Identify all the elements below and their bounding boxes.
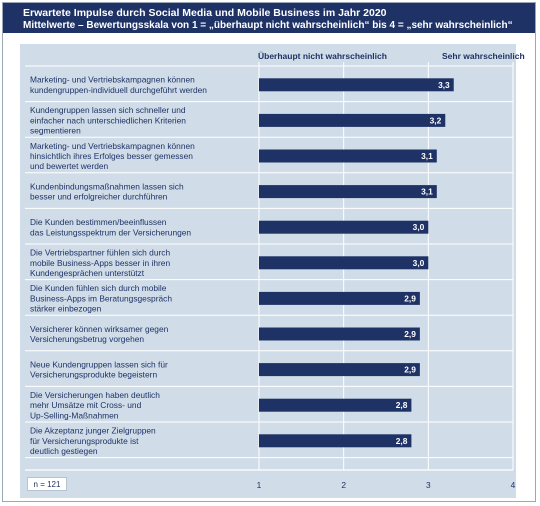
category-label: für Versicherungsprodukte ist [30, 436, 139, 446]
category-label: kundengruppen-individuell durchgeführt w… [30, 85, 207, 95]
category-label: Kundenbindungsmaßnahmen lassen sich [30, 182, 184, 192]
data-label: 2,8 [396, 400, 408, 410]
scale-low-label: Überhaupt nicht wahrscheinlich [258, 51, 387, 61]
data-label: 3,3 [438, 80, 450, 90]
data-label: 2,9 [404, 329, 416, 339]
category-label: Kundengesprächen unterstützt [30, 268, 145, 278]
bar [259, 363, 420, 377]
category-label: Versicherer können wirksamer gegen [30, 324, 169, 334]
category-label: stärker einbezogen [30, 304, 102, 314]
category-label: Neue Kundengruppen lassen sich für [30, 360, 168, 370]
category-label: Die Vertriebspartner fühlen sich durch [30, 248, 170, 258]
x-tick-label: 4 [511, 480, 516, 490]
data-label: 2,9 [404, 293, 416, 303]
x-tick-label: 2 [341, 480, 346, 490]
data-label: 2,9 [404, 365, 416, 375]
chart-header: Erwartete Impulse durch Social Media und… [3, 3, 535, 33]
data-label: 3,2 [430, 115, 442, 125]
category-label: Versicherungsbetrug vorgehen [30, 334, 144, 344]
bar [259, 434, 412, 448]
bar [259, 256, 429, 270]
data-label: 3,0 [413, 222, 425, 232]
scale-high-label: Sehr wahrscheinlich [442, 51, 525, 61]
category-label: Kundengruppen lassen sich schneller und [30, 105, 186, 115]
category-label: das Leistungsspektrum der Versicherungen [30, 227, 191, 237]
x-tick-label: 1 [257, 480, 262, 490]
category-label: Die Akzeptanz junger Zielgruppen [30, 426, 156, 436]
chart-subtitle: Mittelwerte – Bewertungsskala von 1 = „ü… [23, 20, 513, 31]
category-label: deutlich gestiegen [30, 446, 98, 456]
category-label: mehr Umsätze mit Cross- und [30, 400, 142, 410]
data-label: 3,1 [421, 187, 433, 197]
data-label: 3,1 [421, 151, 433, 161]
bar [259, 185, 437, 199]
category-label: Die Kunden bestimmen/beeinflussen [30, 217, 167, 227]
data-label: 3,0 [413, 258, 425, 268]
data-label: 2,8 [396, 436, 408, 446]
bar [259, 149, 437, 163]
bar [259, 327, 420, 341]
x-tick-label: 3 [426, 480, 431, 490]
chart-title: Erwartete Impulse durch Social Media und… [23, 7, 387, 19]
bar [259, 220, 429, 234]
sample-size-note: n = 121 [27, 477, 67, 491]
bar [259, 78, 454, 92]
category-label: segmentieren [30, 126, 81, 136]
category-label: Versicherungsprodukte begeistern [30, 370, 157, 380]
category-label: Up-Selling-Maßnahmen [30, 410, 119, 420]
category-label: Die Kunden fühlen sich durch mobile [30, 283, 167, 293]
bar [259, 113, 446, 127]
category-label: mobile Business-Apps besser in ihren [30, 258, 170, 268]
category-label: Marketing- und Vertriebskampagnen können [30, 75, 195, 85]
category-label: hinsichtlich ihres Erfolges besser gemes… [30, 151, 193, 161]
category-label: Business-Apps im Beratungsgespräch [30, 293, 172, 303]
category-label: Marketing- und Vertriebskampagnen können [30, 141, 195, 151]
category-label: Die Versicherungen haben deutlich [30, 390, 160, 400]
bar [259, 291, 420, 305]
category-label: und bewertet werden [30, 161, 109, 171]
category-label: besser und erfolgreicher durchführen [30, 192, 168, 202]
bar [259, 398, 412, 412]
category-label: einfacher nach unterschiedlichen Kriteri… [30, 115, 186, 125]
